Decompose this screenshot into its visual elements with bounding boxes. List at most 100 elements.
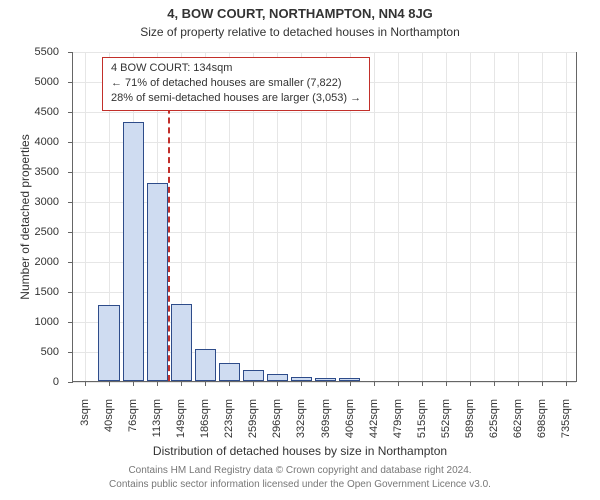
- ytick-mark: [68, 292, 73, 293]
- chart-title: 4, BOW COURT, NORTHAMPTON, NN4 8JG: [0, 6, 600, 21]
- gridline-v: [422, 52, 423, 381]
- ytick-label: 5000: [35, 76, 59, 88]
- bar: [243, 370, 264, 381]
- ytick-mark: [68, 382, 73, 383]
- xtick-label: 589sqm: [464, 399, 476, 438]
- xtick-mark: [85, 381, 86, 386]
- xtick-label: 40sqm: [103, 399, 115, 432]
- xtick-mark: [109, 381, 110, 386]
- xtick-mark: [253, 381, 254, 386]
- ytick-label: 1500: [35, 286, 59, 298]
- xtick-mark: [326, 381, 327, 386]
- ytick-label: 4500: [35, 106, 59, 118]
- gridline-h: [73, 142, 576, 143]
- xtick-mark: [133, 381, 134, 386]
- ytick-label: 3500: [35, 166, 59, 178]
- ytick-label: 500: [41, 346, 59, 358]
- bar: [147, 183, 168, 381]
- xtick-mark: [422, 381, 423, 386]
- bar: [291, 377, 312, 381]
- gridline-v: [494, 52, 495, 381]
- bar: [195, 349, 216, 381]
- xtick-mark: [205, 381, 206, 386]
- ytick-mark: [68, 322, 73, 323]
- bar: [339, 378, 360, 381]
- ytick-label: 1000: [35, 316, 59, 328]
- gridline-v: [85, 52, 86, 381]
- xtick-label: 332sqm: [295, 399, 307, 438]
- xtick-label: 735sqm: [560, 399, 572, 438]
- bar: [219, 363, 240, 381]
- ytick-mark: [68, 352, 73, 353]
- bar: [267, 374, 288, 381]
- ytick-mark: [68, 232, 73, 233]
- ytick-label: 2500: [35, 226, 59, 238]
- gridline-h: [73, 112, 576, 113]
- gridline-v: [446, 52, 447, 381]
- xtick-label: 698sqm: [536, 399, 548, 438]
- ytick-mark: [68, 82, 73, 83]
- ytick-label: 0: [53, 376, 59, 388]
- xtick-mark: [542, 381, 543, 386]
- gridline-v: [542, 52, 543, 381]
- callout-line-text: 28% of semi-detached houses are larger (…: [111, 91, 361, 106]
- ytick-mark: [68, 112, 73, 113]
- gridline-v: [374, 52, 375, 381]
- xtick-label: 223sqm: [223, 399, 235, 438]
- xtick-mark: [157, 381, 158, 386]
- gridline-v: [566, 52, 567, 381]
- xtick-label: 479sqm: [392, 399, 404, 438]
- gridline-h: [73, 382, 576, 383]
- xtick-label: 149sqm: [175, 399, 187, 438]
- callout-box: 4 BOW COURT: 134sqm← 71% of detached hou…: [102, 57, 370, 111]
- xtick-label: 259sqm: [247, 399, 259, 438]
- xtick-mark: [398, 381, 399, 386]
- gridline-v: [470, 52, 471, 381]
- ytick-mark: [68, 142, 73, 143]
- xtick-mark: [181, 381, 182, 386]
- gridline-v: [518, 52, 519, 381]
- footnote: Contains HM Land Registry data © Crown c…: [0, 464, 600, 492]
- bar: [123, 122, 144, 381]
- xtick-label: 515sqm: [416, 399, 428, 438]
- ytick-mark: [68, 172, 73, 173]
- x-axis-label: Distribution of detached houses by size …: [0, 444, 600, 458]
- xtick-label: 113sqm: [151, 399, 163, 437]
- bar: [171, 304, 192, 381]
- plot-area: 0500100015002000250030003500400045005000…: [72, 52, 577, 382]
- xtick-label: 369sqm: [320, 399, 332, 438]
- xtick-label: 406sqm: [344, 399, 356, 438]
- bar: [98, 305, 119, 381]
- xtick-mark: [350, 381, 351, 386]
- xtick-label: 625sqm: [488, 399, 500, 438]
- xtick-label: 76sqm: [127, 399, 139, 432]
- xtick-label: 186sqm: [199, 399, 211, 438]
- gridline-v: [398, 52, 399, 381]
- gridline-h: [73, 52, 576, 53]
- gridline-h: [73, 172, 576, 173]
- ytick-label: 5500: [35, 46, 59, 58]
- callout-line-text: 4 BOW COURT: 134sqm: [111, 61, 361, 76]
- ytick-mark: [68, 202, 73, 203]
- ytick-label: 2000: [35, 256, 59, 268]
- xtick-label: 662sqm: [512, 399, 524, 438]
- ytick-label: 3000: [35, 196, 59, 208]
- xtick-label: 552sqm: [440, 399, 452, 438]
- y-axis-label: Number of detached properties: [18, 52, 32, 382]
- callout-line-text: ← 71% of detached houses are smaller (7,…: [111, 76, 361, 91]
- ytick-mark: [68, 262, 73, 263]
- xtick-label: 296sqm: [271, 399, 283, 438]
- chart-root: 4, BOW COURT, NORTHAMPTON, NN4 8JG Size …: [0, 0, 600, 500]
- xtick-mark: [446, 381, 447, 386]
- xtick-label: 3sqm: [79, 399, 91, 426]
- callout-line: [168, 68, 170, 381]
- xtick-mark: [374, 381, 375, 386]
- xtick-mark: [301, 381, 302, 386]
- footnote-line: Contains HM Land Registry data © Crown c…: [0, 464, 600, 478]
- chart-subtitle: Size of property relative to detached ho…: [0, 25, 600, 39]
- xtick-label: 442sqm: [368, 399, 380, 438]
- bar: [315, 378, 336, 381]
- xtick-mark: [277, 381, 278, 386]
- xtick-mark: [470, 381, 471, 386]
- xtick-mark: [566, 381, 567, 386]
